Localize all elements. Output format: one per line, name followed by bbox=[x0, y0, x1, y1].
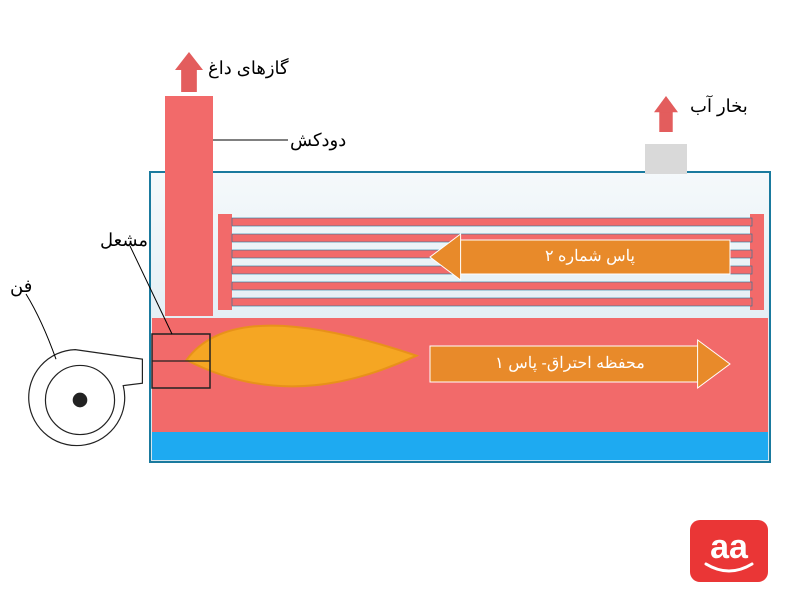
tube-manifold-left bbox=[218, 214, 232, 310]
pass2-label: پاس شماره ۲ bbox=[470, 246, 710, 266]
pass1-label: محفظه احتراق- پاس ۱ bbox=[450, 353, 690, 373]
steam-arrow bbox=[654, 96, 678, 132]
steam-label: بخار آب bbox=[690, 96, 748, 117]
fan-blower bbox=[29, 350, 143, 446]
hot-gases-label: گازهای داغ bbox=[208, 58, 289, 79]
chimney-label: دودکش bbox=[290, 130, 346, 151]
steam-outlet bbox=[645, 144, 687, 174]
fan-label: فن bbox=[10, 276, 32, 297]
svg-text:aa: aa bbox=[710, 528, 749, 566]
boiler-diagram: aa bbox=[0, 0, 800, 600]
brand-logo: aa bbox=[690, 520, 768, 582]
water-layer bbox=[152, 432, 768, 460]
tube-manifold-right bbox=[750, 214, 764, 310]
chimney-stack bbox=[165, 96, 213, 316]
burner-label: مشعل bbox=[100, 230, 148, 251]
hot-gases-arrow bbox=[175, 52, 203, 92]
